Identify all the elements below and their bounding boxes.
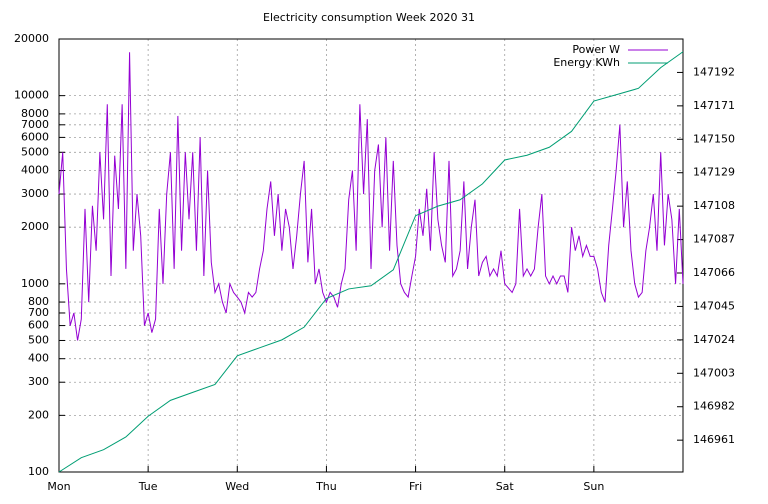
series-line [58,51,684,473]
y2-tick-label: 147108 [693,199,735,212]
y-tick-label: 20000 [14,32,49,45]
y-tick-label: 600 [28,319,49,332]
x-tick-label: Mon [47,480,70,493]
y-tick-label: 100 [28,465,49,478]
y2-tick-label: 146961 [693,433,735,446]
y2-tick-label: 147129 [693,166,735,179]
x-tick-label: Wed [225,480,249,493]
y-tick-label: 300 [28,375,49,388]
x-tick-label: Thu [315,480,337,493]
x-tick-label: Tue [138,480,158,493]
y2-tick-label: 147087 [693,233,735,246]
y2-tick-label: 147171 [693,99,735,112]
x-tick-label: Sun [583,480,604,493]
y2-tick-label: 147150 [693,132,735,145]
y-tick-label: 800 [28,295,49,308]
y2-tick-label: 146982 [693,400,735,413]
y2-tick-label: 147192 [693,65,735,78]
plot-frame [58,38,684,473]
y-tick-label: 7000 [21,118,49,131]
y2-tick-label: 147045 [693,299,735,312]
y-tick-label: 8000 [21,107,49,120]
y-tick-label: 2000 [21,220,49,233]
y-tick-label: 4000 [21,164,49,177]
y-tick-label: 3000 [21,187,49,200]
y-tick-label: 500 [28,333,49,346]
x-tick-label: Sat [496,480,515,493]
y-tick-label: 10000 [14,89,49,102]
legend-label: Power W [572,43,620,56]
y2-tick-label: 147066 [693,266,735,279]
x-tick-label: Fri [409,480,422,493]
y2-tick-label: 147024 [693,333,735,346]
chart-title: Electricity consumption Week 2020 31 [263,11,475,24]
y-tick-label: 6000 [21,130,49,143]
y-tick-label: 400 [28,352,49,365]
y-tick-label: 5000 [21,145,49,158]
y-tick-label: 200 [28,408,49,421]
series-line [58,52,684,341]
y2-tick-label: 147003 [693,366,735,379]
legend-label: Energy KWh [553,56,620,69]
y-tick-label: 700 [28,306,49,319]
y-tick-label: 1000 [21,277,49,290]
